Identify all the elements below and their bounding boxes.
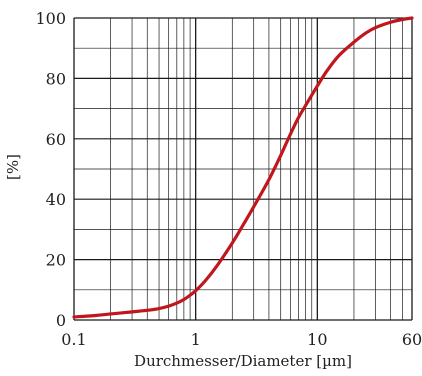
x-tick-label: 0.1: [61, 330, 86, 349]
x-tick-label: 10: [307, 330, 327, 349]
y-tick-label: 40: [46, 190, 66, 209]
y-tick-label: 0: [56, 311, 66, 330]
grid: [73, 17, 413, 321]
series-layer: [72, 16, 414, 319]
x-axis-label: Durchmesser/Diameter [µm]: [134, 352, 352, 370]
x-tick-label: 60: [402, 330, 422, 349]
x-tick-label: 1: [191, 330, 201, 349]
series-line: [72, 16, 414, 319]
y-tick-labels: 0 20 40 60 80 100: [35, 9, 66, 330]
x-tick-labels: 0.1 1 10 60: [61, 330, 422, 349]
y-tick-label: 100: [35, 9, 66, 28]
y-tick-label: 20: [46, 251, 66, 270]
y-tick-label: 60: [46, 130, 66, 149]
y-tick-label: 80: [46, 69, 66, 88]
y-axis-label: [%]: [4, 154, 22, 180]
